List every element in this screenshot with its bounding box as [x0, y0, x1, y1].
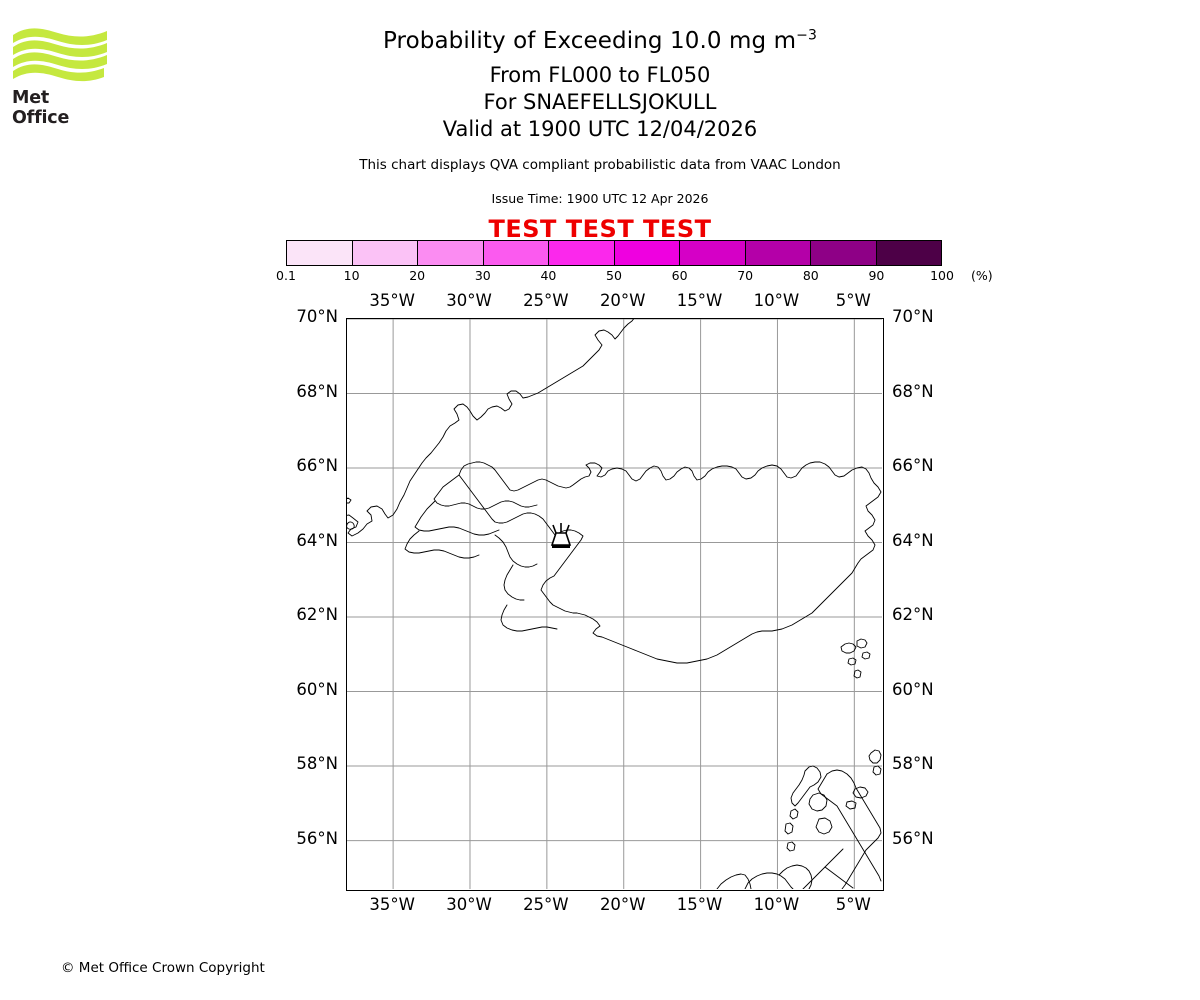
colorbar-band-60-70 — [679, 241, 745, 265]
lat-label-right-68°N: 68°N — [892, 381, 934, 401]
copyright-footer: © Met Office Crown Copyright — [61, 960, 265, 976]
lon-label-top-15°W: 15°W — [676, 291, 723, 310]
colorbar-tick-90: 90 — [868, 268, 885, 283]
colorbar-band-0.1-10 — [287, 241, 352, 265]
lat-label-left-60°N: 60°N — [296, 679, 338, 699]
colorbar-tick-10: 10 — [343, 268, 360, 283]
colorbar-tick-labels: 0.1 10 20 30 40 50 60 70 80 90 100 — [276, 268, 954, 288]
colorbar-band-50-60 — [613, 241, 679, 265]
valid-time-subtitle: Valid at 1900 UTC 12/04/2026 — [442, 117, 758, 141]
lon-label-bottom-35°W: 35°W — [369, 895, 415, 914]
lat-label-right-60°N: 60°N — [892, 679, 934, 699]
map-canvas — [347, 319, 882, 889]
map-coastlines — [347, 319, 882, 889]
colorbar-tick-100: 100 — [930, 268, 954, 283]
colorbar-unit-label: (%) — [971, 268, 993, 283]
flight-level-subtitle: From FL000 to FL050 — [489, 63, 711, 87]
lon-label-bottom-25°W: 25°W — [523, 895, 569, 914]
colorbar-tick-30: 30 — [474, 268, 491, 283]
lon-label-top-20°W: 20°W — [599, 291, 646, 310]
qva-note: This chart displays QVA compliant probab… — [359, 157, 841, 173]
lat-label-left-66°N: 66°N — [296, 456, 338, 476]
colorbar-tick-20: 20 — [409, 268, 426, 283]
colorbar-band-20-30 — [417, 241, 483, 265]
colorbar-bands — [286, 240, 942, 266]
lon-label-top-35°W: 35°W — [369, 291, 415, 310]
lon-label-top-10°W: 10°W — [753, 291, 800, 310]
colorbar-tick-0.1: 0.1 — [276, 268, 296, 283]
colorbar-tick-80: 80 — [802, 268, 819, 283]
lat-label-right-66°N: 66°N — [892, 456, 934, 476]
colorbar-band-40-50 — [548, 241, 614, 265]
lon-label-top-5°W: 5°W — [835, 291, 871, 310]
lat-label-left-64°N: 64°N — [296, 530, 338, 550]
logo-waves-icon — [13, 28, 107, 82]
colorbar-band-80-90 — [810, 241, 876, 265]
map-plot-area[interactable] — [346, 318, 884, 891]
volcano-marker-group[interactable] — [550, 523, 572, 548]
page-title-superscript: −3 — [796, 27, 818, 44]
lat-label-right-62°N: 62°N — [892, 605, 934, 625]
erupting-volcano-icon — [550, 523, 572, 548]
lat-label-left-70°N: 70°N — [296, 307, 338, 326]
colorbar-band-90-100 — [875, 241, 941, 265]
colorbar-tick-60: 60 — [671, 268, 688, 283]
lon-label-bottom-15°W: 15°W — [676, 895, 723, 914]
lat-label-right-64°N: 64°N — [892, 530, 934, 550]
page-title: Probability of Exceeding 10.0 mg m−3 — [0, 27, 1200, 56]
lat-label-right-58°N: 58°N — [892, 754, 934, 774]
lat-label-left-56°N: 56°N — [296, 828, 338, 848]
issue-time: Issue Time: 1900 UTC 12 Apr 2026 — [491, 191, 709, 206]
colorbar-tick-40: 40 — [540, 268, 557, 283]
lat-label-left-68°N: 68°N — [296, 381, 338, 401]
colorbar-band-30-40 — [482, 241, 548, 265]
logo-wordmark: Met Office — [12, 88, 70, 128]
colorbar-tick-50: 50 — [606, 268, 622, 283]
lon-label-bottom-5°W: 5°W — [835, 895, 871, 914]
met-office-logo: Met Office — [12, 26, 108, 128]
lat-label-right-70°N: 70°N — [892, 307, 934, 326]
colorbar-band-70-80 — [744, 241, 810, 265]
colorbar-band-10-20 — [351, 241, 417, 265]
lon-label-bottom-20°W: 20°W — [599, 895, 646, 914]
lon-label-top-30°W: 30°W — [446, 291, 492, 310]
lat-label-left-58°N: 58°N — [296, 754, 338, 774]
colorbar-tick-70: 70 — [737, 268, 754, 283]
lon-label-bottom-30°W: 30°W — [446, 895, 492, 914]
test-banner: TEST TEST TEST — [488, 215, 712, 243]
lat-label-left-62°N: 62°N — [296, 605, 338, 625]
probability-colorbar — [286, 240, 942, 266]
lon-label-top-25°W: 25°W — [523, 291, 569, 310]
lat-label-right-56°N: 56°N — [892, 828, 934, 848]
map-gridlines — [347, 319, 882, 889]
page-title-text: Probability of Exceeding 10.0 mg m — [382, 28, 797, 54]
lon-label-bottom-10°W: 10°W — [753, 895, 800, 914]
volcano-subtitle: For SNAEFELLSJOKULL — [483, 90, 717, 114]
